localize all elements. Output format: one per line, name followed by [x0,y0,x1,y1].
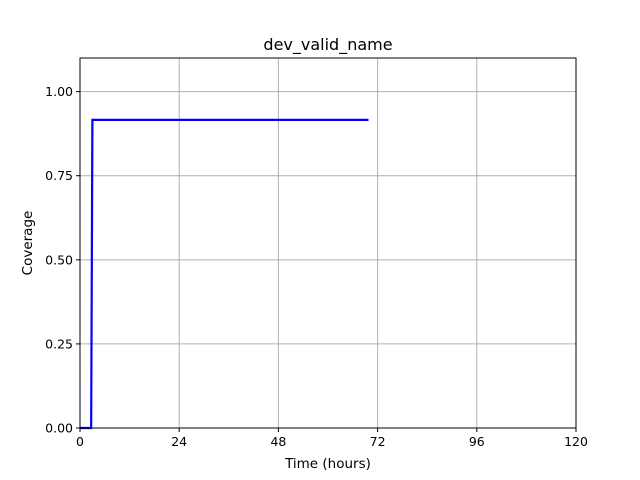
x-tick-label: 48 [270,434,286,449]
y-tick-label: 0.75 [45,168,73,183]
y-tick-label: 0.50 [45,252,73,267]
x-axis-label: Time (hours) [284,456,371,472]
chart-title: dev_valid_name [263,35,392,55]
x-tick-label: 120 [564,434,588,449]
y-tick-label: 0.00 [45,421,73,436]
x-tick-label: 24 [171,434,187,449]
x-tick-label: 0 [76,434,84,449]
x-tick-label: 72 [370,434,386,449]
ticks: 0 24 48 72 96 120 0.00 0.25 0.50 0.75 1.00 [45,84,588,449]
y-tick-label: 0.25 [45,336,73,351]
y-tick-label: 1.00 [45,84,73,99]
plot-frame [79,57,577,429]
plot-area [80,58,576,428]
x-tick-label: 96 [469,434,485,449]
y-axis-label: Coverage [20,211,36,276]
